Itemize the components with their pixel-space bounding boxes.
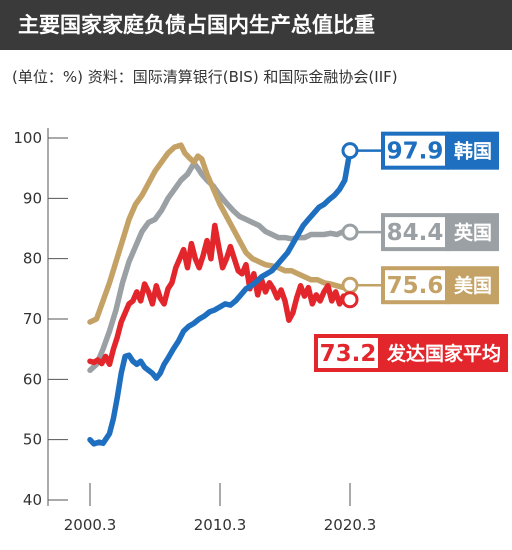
chart-title: 主要国家家庭负债占国内生产总值比重 <box>0 0 512 50</box>
end-marker-developed <box>341 291 359 309</box>
y-tick-label-100: 100 <box>13 129 42 147</box>
y-tick-label-80: 80 <box>23 250 42 268</box>
end-marker-korea <box>341 142 359 160</box>
series-line-usa <box>87 142 353 325</box>
end-value-label-usa: 75.6 <box>387 273 444 299</box>
end-value-label-developed: 73.2 <box>320 341 377 367</box>
chart-subtitle: (单位：%) 资料：国际清算银行(BIS) 和国际金融协会(IIF) <box>12 68 398 86</box>
y-tick-label-50: 50 <box>23 431 42 449</box>
value-box-developed <box>314 334 382 372</box>
end-marker-uk <box>341 223 359 241</box>
x-tick-label-0: 2000.3 <box>64 516 117 534</box>
series-name-label-developed: 发达国家平均 <box>386 342 501 365</box>
end-value-label-uk: 84.4 <box>387 220 444 246</box>
name-box-uk <box>447 213 499 252</box>
name-box-usa <box>447 266 499 305</box>
series-name-label-uk: 英国 <box>454 221 492 244</box>
x-tick-label-2: 2020.3 <box>324 516 377 534</box>
series-name-label-usa: 美国 <box>454 274 492 297</box>
series-name-label-korea: 韩国 <box>454 140 492 163</box>
end-value-label-korea: 97.9 <box>387 139 444 165</box>
series-line-korea <box>87 147 353 447</box>
y-tick-label-90: 90 <box>23 189 42 207</box>
y-tick-label-70: 70 <box>23 310 42 328</box>
series-line-developed <box>87 222 353 368</box>
value-box-usa <box>381 266 449 305</box>
y-tick-label-40: 40 <box>23 491 42 509</box>
end-marker-usa <box>341 276 359 294</box>
name-box-korea <box>447 131 499 170</box>
y-tick-label-60: 60 <box>23 370 42 388</box>
name-box-developed <box>380 334 508 372</box>
value-box-korea <box>381 131 449 170</box>
x-tick-label-1: 2010.3 <box>194 516 247 534</box>
